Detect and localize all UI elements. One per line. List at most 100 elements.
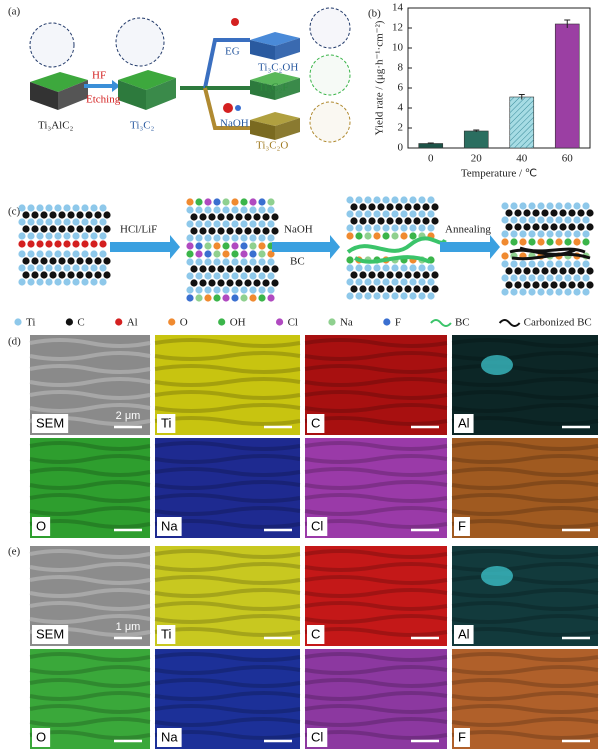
atom bbox=[532, 223, 540, 231]
map-texture bbox=[451, 364, 599, 374]
atom bbox=[586, 223, 594, 231]
map-image bbox=[452, 649, 598, 749]
atom bbox=[235, 265, 243, 273]
atom bbox=[18, 204, 26, 212]
atom bbox=[249, 294, 257, 302]
block-side bbox=[58, 80, 88, 110]
label: HF bbox=[92, 70, 106, 82]
atom bbox=[72, 250, 80, 258]
atom bbox=[409, 292, 417, 300]
step-label: BC bbox=[290, 256, 305, 268]
atom bbox=[501, 238, 509, 246]
atom bbox=[49, 271, 57, 279]
atom bbox=[103, 225, 111, 233]
atom bbox=[368, 217, 376, 225]
map-texture bbox=[154, 416, 301, 426]
atom bbox=[76, 211, 84, 219]
atom bbox=[249, 272, 257, 280]
atom bbox=[40, 271, 48, 279]
atom bbox=[501, 230, 509, 238]
atom bbox=[27, 264, 35, 272]
atom bbox=[249, 220, 257, 228]
atom bbox=[213, 294, 221, 302]
map-texture bbox=[451, 416, 599, 426]
atom bbox=[45, 278, 53, 286]
map-label: SEM bbox=[36, 415, 64, 430]
map-texture bbox=[304, 575, 448, 585]
atom bbox=[418, 292, 426, 300]
atom bbox=[573, 260, 581, 268]
atom bbox=[204, 272, 212, 280]
process-arrow bbox=[440, 242, 490, 252]
atom bbox=[63, 278, 71, 286]
atom bbox=[422, 203, 430, 211]
atom bbox=[204, 206, 212, 214]
label: EG bbox=[225, 46, 240, 58]
atom bbox=[350, 217, 358, 225]
atom bbox=[240, 206, 248, 214]
atom bbox=[85, 271, 93, 279]
molecule bbox=[231, 18, 239, 26]
atom bbox=[213, 272, 221, 280]
atom bbox=[418, 278, 426, 286]
atom bbox=[31, 257, 39, 265]
atom bbox=[350, 285, 358, 293]
atom bbox=[222, 234, 230, 242]
atom bbox=[391, 232, 399, 240]
step-label: Annealing bbox=[445, 224, 491, 236]
label: Ti₃C₂OH bbox=[258, 62, 298, 74]
atom bbox=[537, 274, 545, 282]
map-texture bbox=[451, 480, 599, 490]
atom bbox=[400, 292, 408, 300]
atom bbox=[90, 204, 98, 212]
map-label-box bbox=[307, 414, 325, 433]
map-texture bbox=[29, 601, 151, 611]
panel-e: (e) SEM 1 μm Ti C Al O Na Cl F bbox=[8, 546, 599, 749]
atom bbox=[258, 286, 266, 294]
map-texture bbox=[304, 562, 448, 572]
atom bbox=[519, 230, 527, 238]
atom bbox=[240, 286, 248, 294]
atom bbox=[222, 220, 230, 228]
map-texture bbox=[154, 454, 301, 464]
y-tick-label: 6 bbox=[398, 82, 404, 94]
zoom-inset bbox=[309, 7, 351, 49]
atom bbox=[63, 232, 71, 240]
atom bbox=[204, 198, 212, 206]
map-texture bbox=[451, 665, 599, 675]
panel-b: (b) 0 2 4 6 8 10 12 14 0 20 40 60 Temperature / ℃ Yiel… bbox=[368, 2, 591, 180]
atom bbox=[94, 271, 102, 279]
atom bbox=[359, 203, 367, 211]
atom bbox=[262, 265, 270, 273]
atom bbox=[391, 292, 399, 300]
x-tick-label: 0 bbox=[428, 153, 434, 165]
map-texture bbox=[154, 390, 301, 400]
atom bbox=[54, 204, 62, 212]
atom bbox=[564, 238, 572, 246]
atom bbox=[391, 264, 399, 272]
atom bbox=[382, 210, 390, 218]
label: NaOH bbox=[220, 118, 249, 130]
y-tick-label: 0 bbox=[398, 142, 404, 154]
atom bbox=[22, 211, 30, 219]
atom bbox=[85, 211, 93, 219]
atom bbox=[36, 278, 44, 286]
atom bbox=[186, 258, 194, 266]
atom bbox=[49, 211, 57, 219]
panel-label: (e) bbox=[8, 546, 21, 558]
legend-swatch bbox=[430, 319, 452, 327]
atom bbox=[226, 213, 234, 221]
map-texture bbox=[451, 575, 599, 585]
atom bbox=[186, 272, 194, 280]
atom bbox=[418, 210, 426, 218]
map-texture bbox=[154, 627, 301, 637]
map-texture bbox=[304, 717, 448, 727]
atom bbox=[204, 220, 212, 228]
atom bbox=[528, 274, 536, 282]
atom bbox=[18, 250, 26, 258]
atom bbox=[528, 288, 536, 296]
map-texture bbox=[304, 467, 448, 477]
atom bbox=[45, 218, 53, 226]
map-texture bbox=[154, 652, 301, 662]
map-image bbox=[305, 438, 447, 538]
